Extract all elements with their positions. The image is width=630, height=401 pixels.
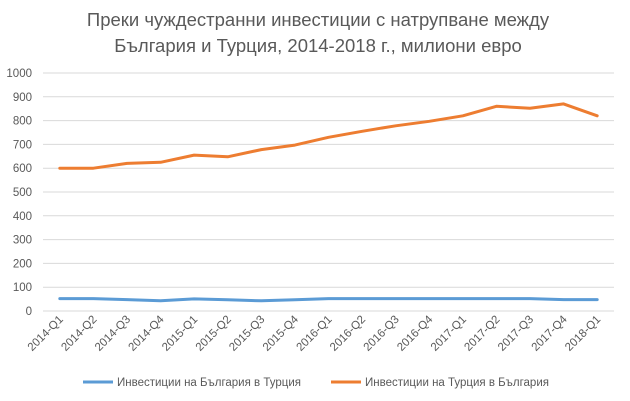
chart-title-line-1: Преки чуждестранни инвестиции с натрупва…: [87, 9, 550, 30]
y-tick-label: 400: [13, 211, 32, 223]
y-tick-label: 800: [13, 116, 32, 128]
y-tick-label: 1000: [6, 68, 32, 80]
chart-title: Преки чуждестранни инвестиции с натрупва…: [87, 9, 550, 56]
legend-label-turkey-in-bulgaria: Инвестиции на Турция в България: [365, 377, 549, 389]
y-tick-label: 300: [13, 235, 32, 247]
y-tick-label: 600: [13, 163, 32, 175]
series-line-turkey-in-bulgaria: [58, 102, 599, 170]
y-tick-label: 900: [13, 92, 32, 104]
y-tick-label: 500: [13, 187, 32, 199]
gridlines: [43, 72, 614, 312]
legend: Инвестиции на България в Турция Инвестиц…: [83, 377, 549, 389]
y-tick-label: 0: [26, 306, 32, 318]
y-tick-label: 700: [13, 139, 32, 151]
legend-label-bulgaria-in-turkey: Инвестиции на България в Турция: [117, 377, 301, 389]
chart-title-line-2: България и Турция, 2014-2018 г., милиони…: [114, 35, 522, 56]
y-tick-label: 200: [13, 258, 32, 270]
y-axis-tick-labels: 0 100 200 300 400 500 600 700 800 900 1000: [6, 68, 32, 318]
y-tick-label: 100: [13, 282, 32, 294]
series-line-bulgaria-in-turkey: [58, 297, 599, 303]
series-lines: [58, 102, 599, 303]
